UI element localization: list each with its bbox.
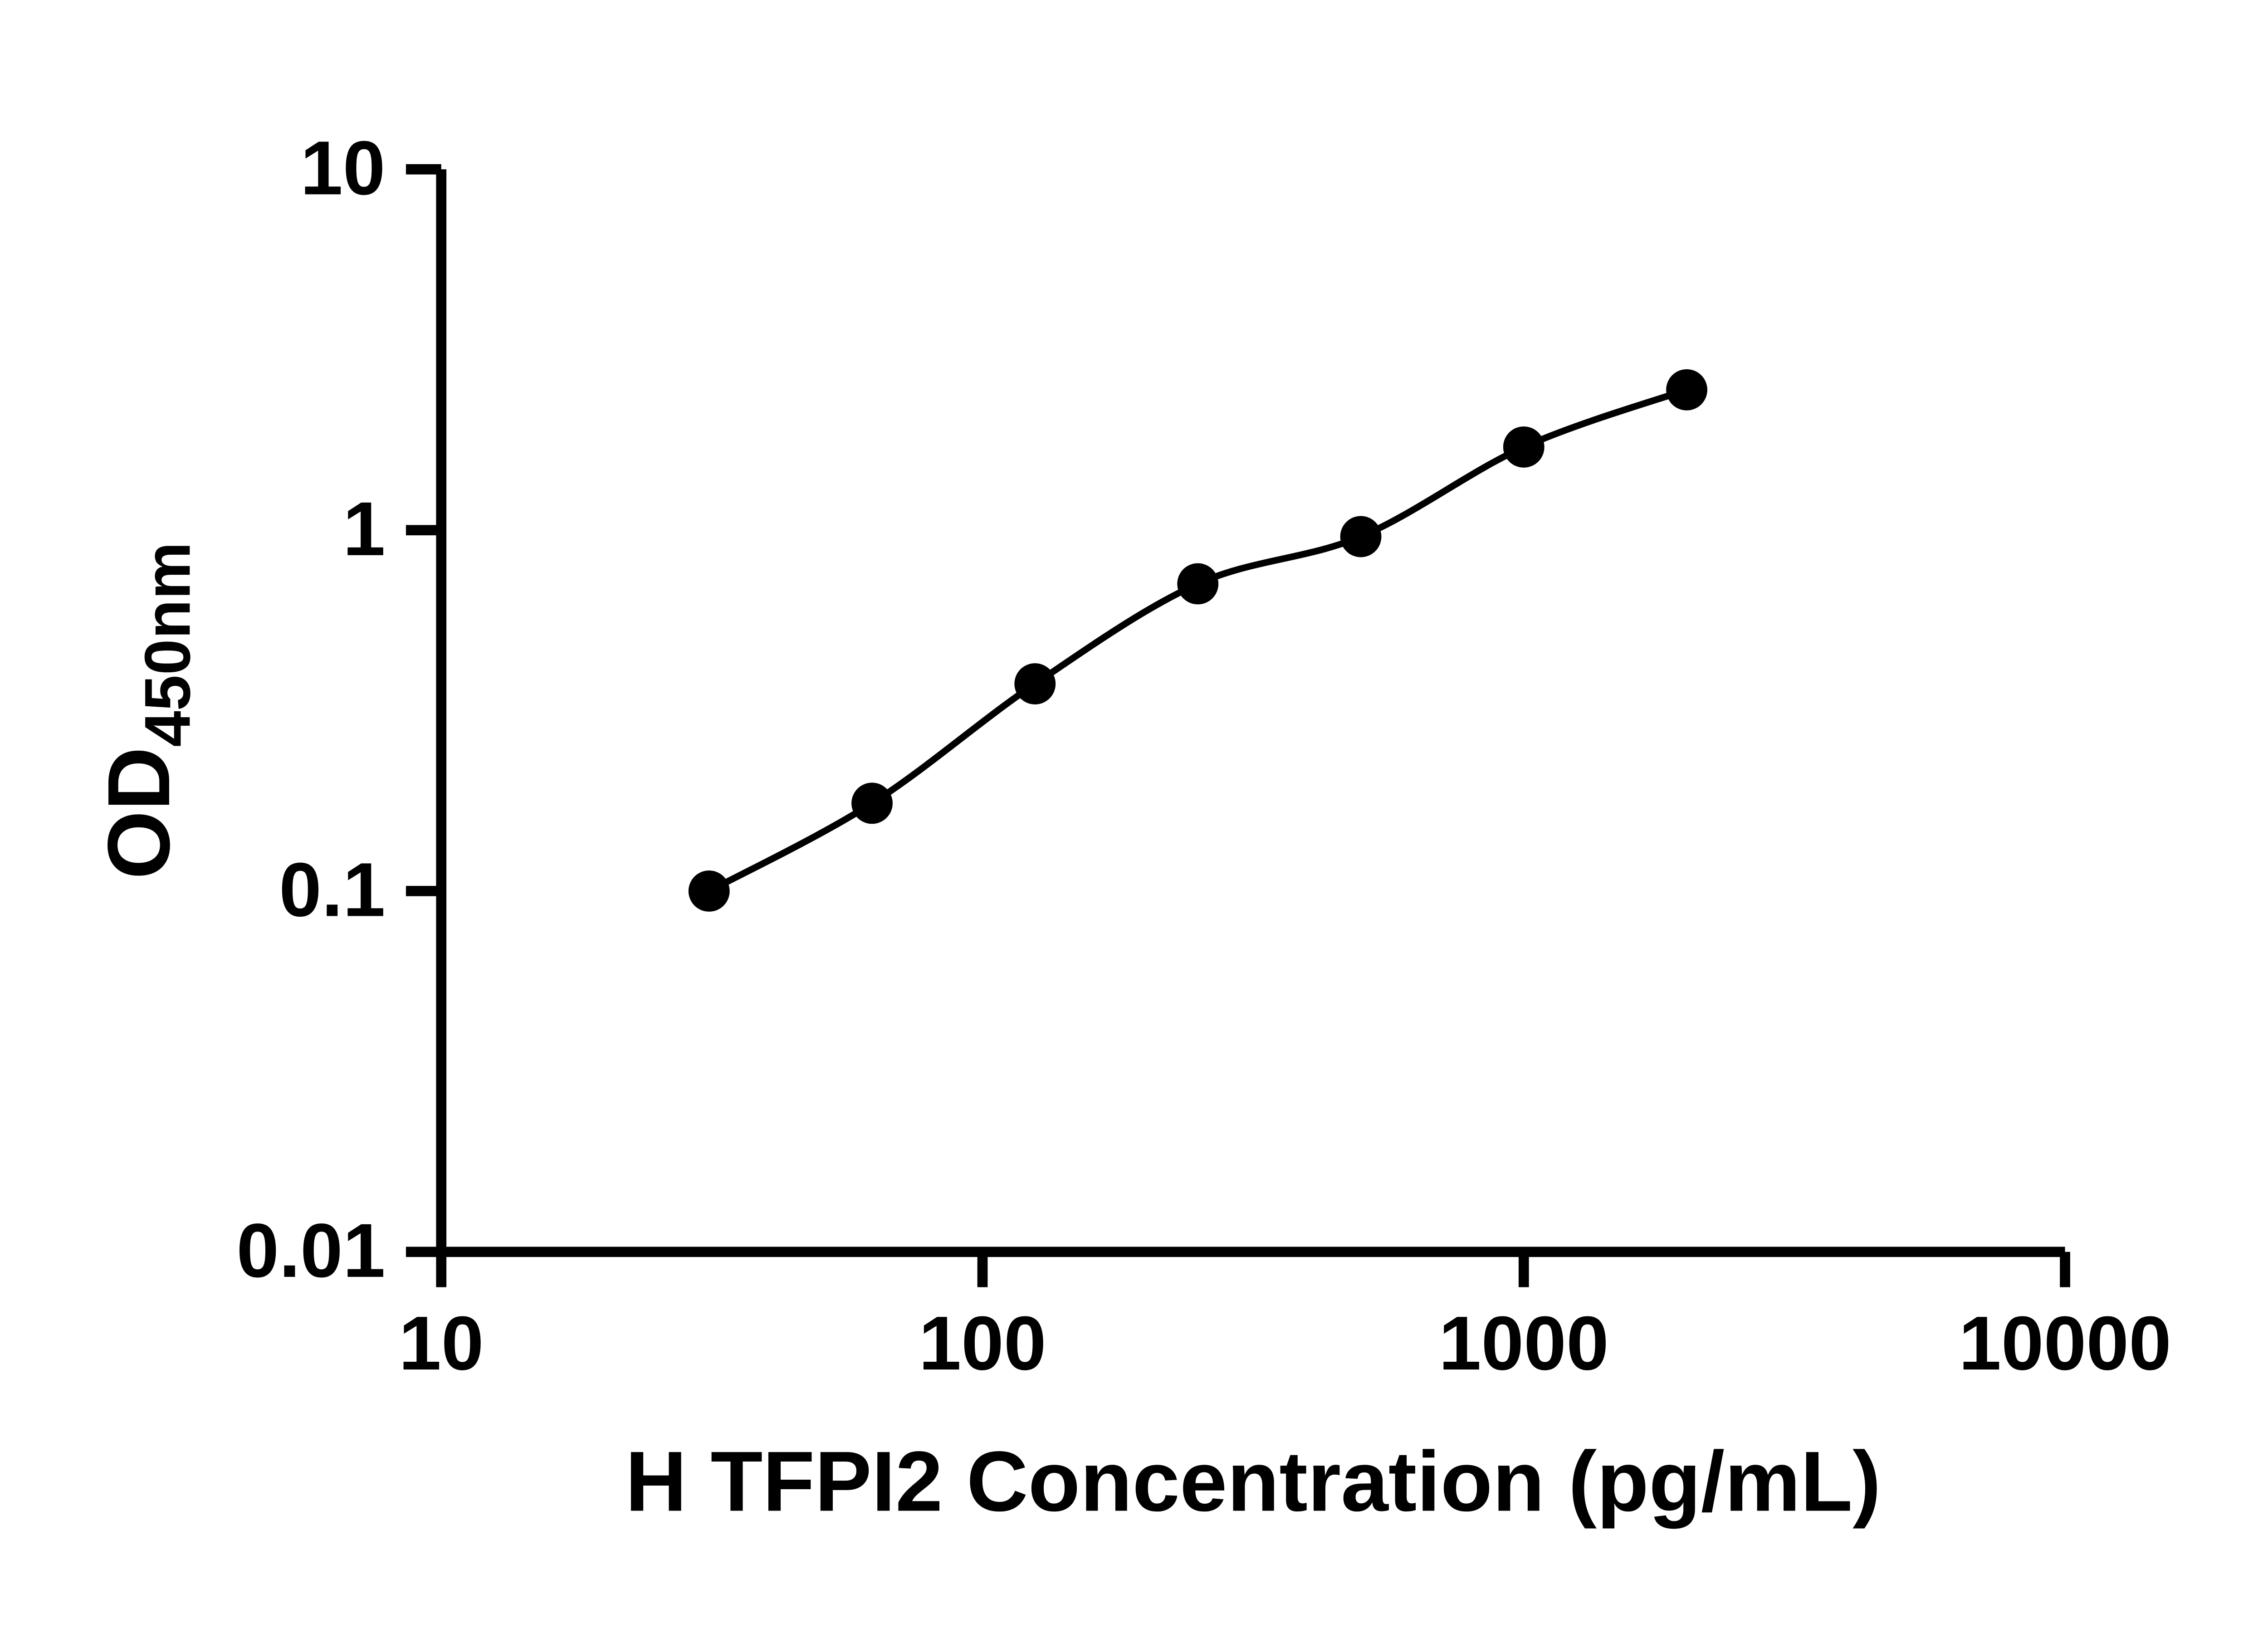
y-axis-tick-label: 1 — [343, 486, 386, 572]
data-point-0 — [688, 870, 730, 912]
y-axis-title-main: OD — [90, 747, 188, 880]
data-point-5 — [1503, 426, 1545, 468]
y-axis-tick-label: 10 — [300, 125, 386, 210]
data-point-1 — [851, 782, 893, 824]
x-axis-tick-label: 10 — [399, 1300, 484, 1386]
y-axis-title: OD450nm — [90, 542, 204, 880]
x-axis-tick-label: 1000 — [1439, 1300, 1609, 1386]
y-axis-title-sub: 450nm — [132, 542, 204, 747]
data-point-6 — [1666, 369, 1707, 411]
data-point-4 — [1340, 516, 1382, 557]
axes-frame — [436, 169, 2065, 1257]
x-axis-tick-label: 100 — [919, 1300, 1046, 1386]
data-point-2 — [1014, 663, 1056, 704]
x-axis-tick-label: 10000 — [1959, 1300, 2171, 1386]
y-axis-tick-label: 0.01 — [236, 1208, 385, 1293]
y-axis-tick-label: 0.1 — [279, 846, 385, 932]
standard-curve-line — [707, 386, 1688, 894]
x-axis-title: H TFPI2 Concentration (pg/mL) — [625, 1433, 1881, 1529]
plot-layer: 10 100 1000 10000 0.01 0.1 1 10 — [236, 125, 2171, 1386]
data-point-3 — [1177, 563, 1219, 605]
